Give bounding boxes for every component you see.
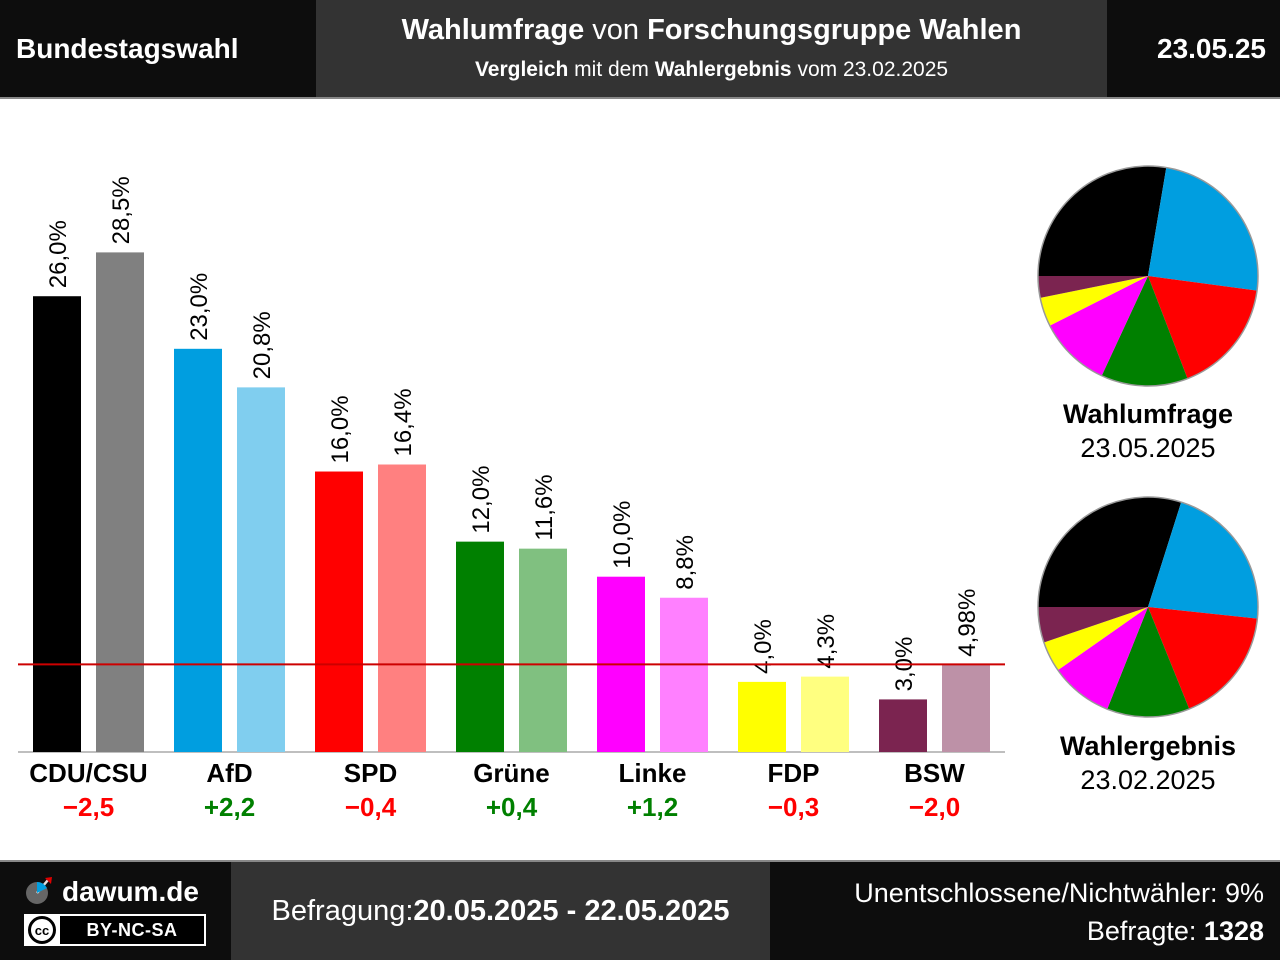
category-label: SPD [344, 758, 397, 788]
bar-value-label: 4,3% [813, 614, 840, 669]
pie-slice-spd [1148, 276, 1258, 379]
bar-result-fdp [801, 676, 849, 752]
change-label: −0,3 [768, 792, 819, 822]
footer-branding: dawum.de cc BY-NC-SA [0, 862, 231, 960]
respondents-text: Befragte: 1328 [1086, 916, 1264, 946]
bar-value-label: 12,0% [468, 466, 495, 534]
bar-chart: 26,0% 28,5% CDU/CSU −2,5 23,0% 20,8% AfD +2,2 16… [18, 176, 1005, 822]
bar-value-label: 28,5% [108, 176, 135, 244]
pie-slice-bsw [1038, 607, 1148, 643]
pie-slice-afd [1148, 502, 1258, 619]
bar-survey-bsw [879, 699, 927, 752]
pie-slice-fdp [1043, 607, 1148, 671]
pie-title: Wahlumfrage [1063, 399, 1233, 429]
header: Bundestagswahl Wahlumfrage von Forschung… [0, 0, 1280, 99]
bar-result-afd [237, 387, 285, 752]
change-label: −0,4 [345, 792, 397, 822]
license-text: BY-NC-SA [60, 916, 204, 944]
change-label: −2,5 [63, 792, 114, 822]
pie-slice-bsw [1038, 276, 1148, 298]
change-label: +2,2 [204, 792, 255, 822]
header-date: 23.05.25 [1107, 0, 1280, 98]
page-subtitle: Vergleich mit dem Wahlergebnis vom 23.02… [474, 58, 949, 81]
page-title: Wahlumfrage von Forschungsgruppe Wahlen [401, 14, 1022, 46]
category-label: BSW [904, 758, 965, 788]
pie-date: 23.02.2025 [1080, 765, 1215, 795]
bar-value-label: 8,8% [672, 535, 699, 590]
bar-value-label: 16,0% [327, 395, 354, 463]
bar-survey-grne [456, 541, 504, 752]
bar-value-label: 20,8% [249, 311, 276, 379]
header-center: Wahlumfrage von Forschungsgruppe Wahlen … [316, 0, 1107, 98]
chart-area: 26,0% 28,5% CDU/CSU −2,5 23,0% 20,8% AfD +2,2 16… [18, 165, 1259, 822]
change-label: +0,4 [486, 792, 538, 822]
undecided-text: Unentschlossene/Nichtwähler: 9% [854, 878, 1264, 908]
pie-slice-linke [1057, 607, 1148, 710]
pie-slice-cducsu [1038, 496, 1182, 607]
pie-slice-cducsu [1038, 165, 1167, 276]
bar-survey-cducsu [33, 296, 81, 752]
cc-icon: cc [28, 916, 56, 944]
pie-outline [1037, 165, 1259, 387]
bar-value-label: 26,0% [45, 220, 72, 288]
pie-slice-fdp [1040, 276, 1148, 326]
bar-result-cducsu [96, 252, 144, 752]
survey-period: Befragung: 20.05.2025 - 22.05.2025 [231, 862, 770, 960]
survey-stats: Unentschlossene/Nichtwähler: 9% Befragte… [770, 862, 1280, 960]
pie-slice-spd [1148, 607, 1258, 709]
category-label: CDU/CSU [29, 758, 147, 788]
logo-text[interactable]: dawum.de [62, 876, 199, 907]
pie-slice-grne [1101, 276, 1188, 386]
bar-result-grne [519, 548, 567, 752]
pie-slice-linke [1049, 276, 1148, 376]
license-badge[interactable]: cc BY-NC-SA [24, 914, 206, 946]
bar-value-label: 16,4% [390, 388, 417, 456]
dawum-logo-icon [26, 877, 52, 904]
change-label: +1,2 [627, 792, 678, 822]
bar-value-label: 4,98% [954, 589, 981, 657]
bar-survey-afd [174, 348, 222, 752]
bar-value-label: 23,0% [186, 273, 213, 341]
election-label: Bundestagswahl [0, 0, 316, 98]
bar-value-label: 11,6% [531, 474, 558, 540]
pie-slice-afd [1148, 167, 1259, 291]
bar-result-linke [660, 597, 708, 752]
bar-result-bsw [942, 664, 990, 752]
footer: dawum.de cc BY-NC-SA Befragung: 20.05.20… [0, 860, 1280, 960]
header-divider [0, 97, 1280, 99]
category-label: Linke [619, 758, 687, 788]
category-label: FDP [768, 758, 820, 788]
bar-survey-fdp [738, 681, 786, 752]
pie-slice-grne [1107, 607, 1190, 717]
bar-result-spd [378, 464, 426, 752]
pie-outline [1037, 496, 1259, 718]
change-label: −2,0 [909, 792, 960, 822]
pie-date: 23.05.2025 [1080, 433, 1215, 463]
category-label: AfD [206, 758, 252, 788]
bar-value-label: 4,0% [750, 619, 777, 674]
bar-survey-spd [315, 471, 363, 752]
pie-charts: Wahlumfrage 23.05.2025 Wahlergebnis 23.02.2… [1037, 165, 1259, 795]
footer-divider [0, 860, 1280, 862]
category-label: Grüne [473, 758, 550, 788]
bar-value-label: 10,0% [609, 501, 636, 569]
pie-title: Wahlergebnis [1060, 731, 1236, 761]
